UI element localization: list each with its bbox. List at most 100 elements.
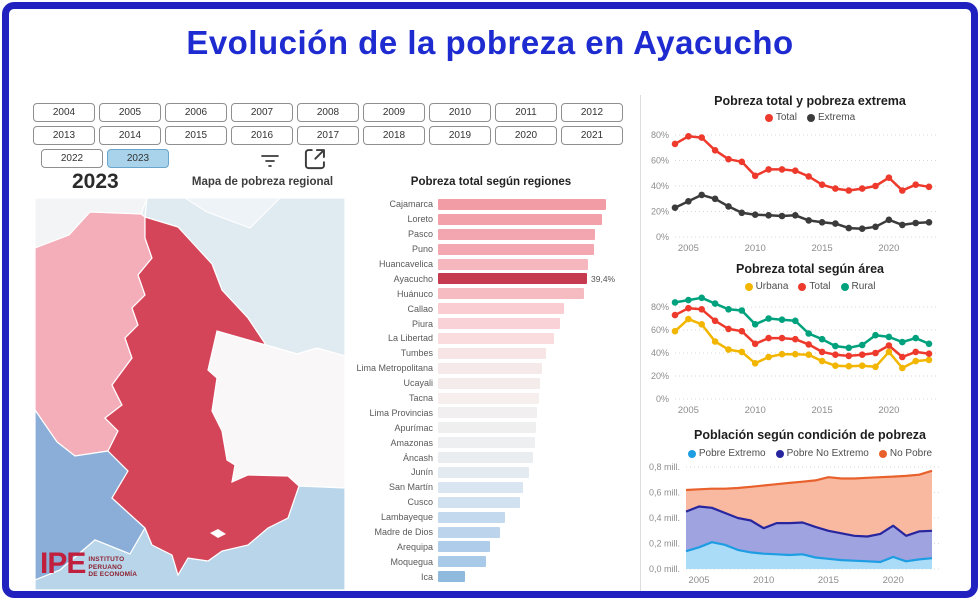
poverty-map	[35, 198, 345, 590]
year-button-2021[interactable]: 2021	[561, 126, 623, 145]
legend-label: Urbana	[755, 281, 789, 292]
bar-piura[interactable]	[438, 318, 560, 330]
year-button-2006[interactable]: 2006	[165, 103, 227, 122]
bar-label: Piura	[411, 318, 433, 329]
svg-text:0%: 0%	[656, 394, 669, 404]
bar-ucayali[interactable]	[438, 377, 541, 389]
bar-label: Callao	[407, 303, 433, 314]
svg-text:0,8 mill.: 0,8 mill.	[649, 462, 680, 472]
year-button-2009[interactable]: 2009	[363, 103, 425, 122]
svg-text:2005: 2005	[678, 405, 699, 416]
year-button-2013[interactable]: 2013	[33, 126, 95, 145]
legend-dot	[840, 282, 849, 291]
year-button-2005[interactable]: 2005	[99, 103, 161, 122]
year-button-2015[interactable]: 2015	[165, 126, 227, 145]
svg-text:2005: 2005	[678, 243, 699, 254]
bar-tumbes[interactable]	[438, 347, 546, 359]
year-button-2007[interactable]: 2007	[231, 103, 293, 122]
svg-text:2020: 2020	[878, 243, 899, 254]
bar-lima-provincias[interactable]	[438, 407, 538, 419]
bar-huánuco[interactable]	[438, 288, 584, 300]
bar-row-huánuco: Huánuco	[345, 286, 637, 301]
bar-callao[interactable]	[438, 303, 565, 315]
bar-ayacucho[interactable]	[438, 273, 587, 285]
bar-amazonas[interactable]	[438, 437, 536, 449]
chart-title: Pobreza total y pobreza extrema	[714, 94, 906, 108]
svg-text:2005: 2005	[688, 575, 709, 586]
year-button-2019[interactable]: 2019	[429, 126, 491, 145]
chart-area-urbana-rural: Pobreza total según área Urbana Total Rura…	[645, 262, 975, 422]
bar-cajamarca[interactable]	[438, 198, 606, 210]
year-button-2017[interactable]: 2017	[297, 126, 359, 145]
bar-label: Tacna	[408, 393, 433, 404]
stacked-area-chart: 0,0 mill. 0,2 mill. 0,4 mill. 0,6 mill. 0,8 …	[649, 462, 939, 586]
bar-tacna[interactable]	[438, 392, 539, 404]
bar-huancavelica[interactable]	[438, 258, 589, 270]
legend-item-pobre-extremo[interactable]: Pobre Extremo	[687, 448, 766, 459]
svg-text:0,0 mill.: 0,0 mill.	[649, 564, 680, 574]
bar-lambayeque[interactable]	[438, 511, 505, 523]
bar-row-amazonas: Amazonas	[345, 435, 637, 450]
bar-label: Ica	[420, 571, 433, 582]
bar-row-ayacucho: Ayacucho 39,4%	[345, 271, 637, 286]
bar-cusco[interactable]	[438, 496, 520, 508]
bar-junín[interactable]	[438, 466, 530, 478]
svg-text:0%: 0%	[656, 232, 669, 242]
bar-label: Amazonas	[390, 437, 433, 448]
svg-text:80%: 80%	[651, 302, 669, 312]
legend-item-total[interactable]: Total	[798, 281, 831, 292]
bar-áncash[interactable]	[438, 452, 534, 464]
year-button-2012[interactable]: 2012	[561, 103, 623, 122]
bar-san-martín[interactable]	[438, 481, 524, 493]
bar-la-libertad[interactable]	[438, 332, 554, 344]
bar-label: Ayacucho	[393, 273, 433, 284]
svg-text:40%: 40%	[651, 181, 669, 191]
bar-label: Arequipa	[396, 541, 433, 552]
bar-row-ica: Ica	[345, 569, 637, 584]
svg-text:2015: 2015	[812, 405, 833, 416]
year-button-2010[interactable]: 2010	[429, 103, 491, 122]
filter-icon[interactable]	[258, 149, 282, 173]
bar-pasco[interactable]	[438, 228, 596, 240]
svg-text:20%: 20%	[651, 207, 669, 217]
map-hole	[210, 529, 226, 538]
bar-lima-metropolitana[interactable]	[438, 362, 542, 374]
bar-row-lima-provincias: Lima Provincias	[345, 405, 637, 420]
year-button-2014[interactable]: 2014	[99, 126, 161, 145]
bar-moquegua[interactable]	[438, 556, 486, 568]
bar-arequipa[interactable]	[438, 541, 491, 553]
legend-item-total[interactable]: Total	[764, 112, 797, 123]
year-button-2023[interactable]: 2023	[107, 149, 169, 168]
bar-madre-de-dios[interactable]	[438, 526, 500, 538]
bar-ica[interactable]	[438, 571, 465, 583]
year-button-2011[interactable]: 2011	[495, 103, 557, 122]
legend-label: Extrema	[817, 112, 856, 123]
bar-puno[interactable]	[438, 243, 594, 255]
map-region-north-sliver[interactable]	[184, 198, 281, 229]
year-button-2022[interactable]: 2022	[41, 149, 103, 168]
expand-icon[interactable]	[302, 146, 326, 170]
bar-apurímac[interactable]	[438, 422, 536, 434]
year-button-2004[interactable]: 2004	[33, 103, 95, 122]
legend-item-rural[interactable]: Rural	[840, 281, 875, 292]
legend-item-pobre-no-extremo[interactable]: Pobre No Extremo	[775, 448, 869, 459]
year-button-2018[interactable]: 2018	[363, 126, 425, 145]
bar-row-arequipa: Arequipa	[345, 539, 637, 554]
year-button-2020[interactable]: 2020	[495, 126, 557, 145]
year-button-2008[interactable]: 2008	[297, 103, 359, 122]
bar-row-loreto: Loreto	[345, 212, 637, 227]
bar-label: Loreto	[407, 214, 433, 225]
legend-item-no-pobre[interactable]: No Pobre	[878, 448, 932, 459]
bar-label: Cajamarca	[389, 199, 433, 210]
ipe-logo-acronym: IPE	[40, 547, 86, 580]
year-buttons: 2004 2005 2006 2007 2008 2009 2010 2011 2012 2013…	[31, 101, 635, 170]
legend-item-urbana[interactable]: Urbana	[744, 281, 789, 292]
year-button-2016[interactable]: 2016	[231, 126, 293, 145]
chart-total-extrema: Pobreza total y pobreza extrema Total Ext…	[645, 94, 975, 260]
bar-row-cusco: Cusco	[345, 495, 637, 510]
bar-loreto[interactable]	[438, 213, 602, 225]
map-region-ayacucho[interactable]	[104, 216, 300, 577]
bar-label: Lambayeque	[380, 512, 433, 523]
legend-item-extrema[interactable]: Extrema	[806, 112, 856, 123]
vertical-divider	[640, 95, 641, 592]
